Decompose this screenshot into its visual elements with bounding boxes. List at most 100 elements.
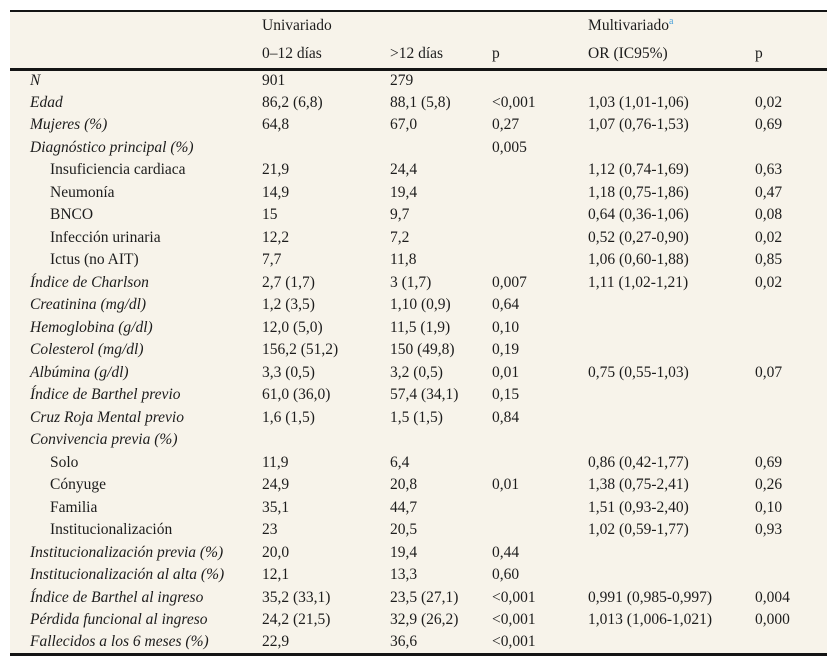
- cell-0-12-dias: 156,2 (51,2): [262, 341, 339, 359]
- cell-p-univariado: 0,005: [492, 138, 527, 156]
- cell-0-12-dias: 86,2 (6,8): [262, 93, 323, 111]
- cell-p-univariado: 0,60: [492, 566, 520, 584]
- cell-p-multivariado: 0,02: [755, 273, 783, 291]
- cell-gt12-dias: 1,5 (1,5): [390, 408, 443, 426]
- cell-or-ic95: [588, 429, 755, 452]
- cell-p-univariado: <0,001: [492, 633, 536, 650]
- row-label: Convivencia previa (%): [30, 431, 178, 449]
- cell-p-univariado: [492, 227, 588, 250]
- cell-gt12-dias: 20,5: [390, 521, 418, 539]
- row-label: Pérdida funcional al ingreso: [30, 611, 208, 629]
- table-row: Institucionalización 23 20,5 1,02 (0,59-1,7…: [10, 519, 827, 542]
- row-label: Creatinina (mg/dl): [30, 296, 147, 314]
- cell-gt12-dias: [390, 429, 492, 452]
- footnote-marker-link[interactable]: a: [668, 15, 674, 27]
- cell-p-univariado: 0,10: [492, 318, 520, 336]
- column-header-p-univariado: p: [492, 44, 500, 62]
- column-header-p-multivariado: p: [755, 44, 763, 62]
- row-label: Fallecidos a los 6 meses (%): [30, 633, 209, 650]
- column-header-0-12-dias: 0–12 días: [262, 44, 322, 62]
- cell-p-univariado: [492, 452, 588, 475]
- cell-gt12-dias: [390, 137, 492, 160]
- row-label: Institucionalización al alta (%): [30, 566, 225, 584]
- table-row: Solo 11,9 6,4 0,86 (0,42-1,77) 0,69: [10, 452, 827, 475]
- cell-p-multivariado: 0,08: [755, 206, 783, 224]
- cell-p-univariado: [492, 429, 588, 452]
- table-row: Neumonía 14,9 19,4 1,18 (0,75-1,86) 0,47: [10, 182, 827, 205]
- table-row: Fallecidos a los 6 meses (%) 22,9 36,6 <0,0…: [10, 632, 827, 655]
- cell-p-univariado: 0,44: [492, 543, 520, 561]
- cell-p-univariado: 0,84: [492, 408, 520, 426]
- cell-or-ic95: 1,38 (0,75-2,41): [588, 476, 689, 494]
- cell-0-12-dias: 61,0 (36,0): [262, 386, 331, 404]
- cell-0-12-dias: 35,1: [262, 498, 290, 516]
- cell-p-univariado: <0,001: [492, 93, 536, 111]
- cell-p-univariado: 0,27: [492, 116, 520, 134]
- row-label: Insuficiencia cardiaca: [50, 161, 186, 179]
- cell-p-univariado: [492, 519, 588, 542]
- cell-p-multivariado: [755, 564, 827, 587]
- table-row: Hemoglobina (g/dl) 12,0 (5,0) 11,5 (1,9) 0,…: [10, 317, 827, 340]
- cell-or-ic95: 1,02 (0,59-1,77): [588, 521, 689, 539]
- cell-or-ic95: 1,06 (0,60-1,88): [588, 251, 689, 269]
- cell-0-12-dias: 35,2 (33,1): [262, 588, 331, 606]
- cell-0-12-dias: 21,9: [262, 161, 290, 179]
- cell-p-multivariado: [755, 317, 827, 340]
- row-label: Diagnóstico principal (%): [30, 138, 194, 156]
- table-row: Cruz Roja Mental previo 1,6 (1,5) 1,5 (1,5…: [10, 407, 827, 430]
- cell-p-univariado: [492, 249, 588, 272]
- row-label: Infección urinaria: [50, 228, 161, 246]
- group-header-empty: [10, 11, 262, 40]
- row-label: Hemoglobina (g/dl): [30, 318, 153, 336]
- cell-0-12-dias: 24,9: [262, 476, 290, 494]
- column-header-or-ic95: OR (IC95%): [588, 44, 668, 62]
- cell-0-12-dias: 22,9: [262, 633, 290, 650]
- row-label: Albúmina (g/dl): [30, 363, 129, 381]
- multivariado-label: Multivariado: [588, 17, 669, 34]
- cell-p-univariado: [492, 182, 588, 205]
- cell-p-multivariado: [755, 407, 827, 430]
- table-row: Ictus (no AIT) 7,7 11,8 1,06 (0,60-1,88) 0,8…: [10, 249, 827, 272]
- cell-or-ic95: [588, 339, 755, 362]
- column-header-gt12-dias: >12 días: [390, 44, 444, 62]
- cell-or-ic95: [588, 137, 755, 160]
- table-row: Familia 35,1 44,7 1,51 (0,93-2,40) 0,10: [10, 497, 827, 520]
- cell-p-multivariado: [755, 137, 827, 160]
- cell-gt12-dias: 9,7: [390, 206, 410, 224]
- row-label: Mujeres (%): [30, 116, 108, 134]
- row-label: Índice de Charlson: [30, 273, 149, 291]
- row-label: Edad: [30, 93, 63, 111]
- table-row: Convivencia previa (%): [10, 429, 827, 452]
- table-row: Creatinina (mg/dl) 1,2 (3,5) 1,10 (0,9) 0,6…: [10, 294, 827, 317]
- results-table: Univariado Multivariadoa 0–12 días >12 d…: [10, 10, 828, 656]
- cell-or-ic95: [588, 632, 755, 655]
- cell-or-ic95: [588, 69, 755, 92]
- table-row: Institucionalización al alta (%) 12,1 13,3…: [10, 564, 827, 587]
- cell-gt12-dias: 88,1 (5,8): [390, 93, 451, 111]
- cell-gt12-dias: 67,0: [390, 116, 418, 134]
- cell-p-univariado: 0,15: [492, 386, 520, 404]
- cell-p-univariado: <0,001: [492, 611, 536, 629]
- cell-p-univariado: 0,01: [492, 363, 520, 381]
- cell-or-ic95: 1,07 (0,76-1,53): [588, 116, 689, 134]
- table-row: N 901 279: [10, 69, 827, 92]
- cell-p-univariado: 0,01: [492, 476, 520, 494]
- cell-or-ic95: [588, 294, 755, 317]
- cell-or-ic95: 1,11 (1,02-1,21): [588, 273, 689, 291]
- cell-0-12-dias: 7,7: [262, 251, 282, 269]
- cell-p-multivariado: 0,02: [755, 93, 783, 111]
- cell-or-ic95: [588, 317, 755, 340]
- cell-gt12-dias: 13,3: [390, 566, 418, 584]
- row-label: Neumonía: [50, 183, 115, 201]
- cell-gt12-dias: 6,4: [390, 453, 410, 471]
- table-body: N 901 279 Edad 86,2 (6,8) 88,1 (5,8) <0,001 1,0…: [10, 69, 827, 654]
- cell-p-multivariado: 0,69: [755, 116, 783, 134]
- row-label: N: [30, 72, 41, 89]
- cell-gt12-dias: 150 (49,8): [390, 341, 455, 359]
- cell-gt12-dias: 23,5 (27,1): [390, 588, 459, 606]
- cell-p-multivariado: 0,93: [755, 521, 783, 539]
- cell-p-univariado: <0,001: [492, 588, 536, 606]
- column-header-row: 0–12 días >12 días p OR (IC95%) p: [10, 40, 827, 69]
- row-label: Cónyuge: [50, 476, 106, 494]
- cell-gt12-dias: 19,4: [390, 183, 418, 201]
